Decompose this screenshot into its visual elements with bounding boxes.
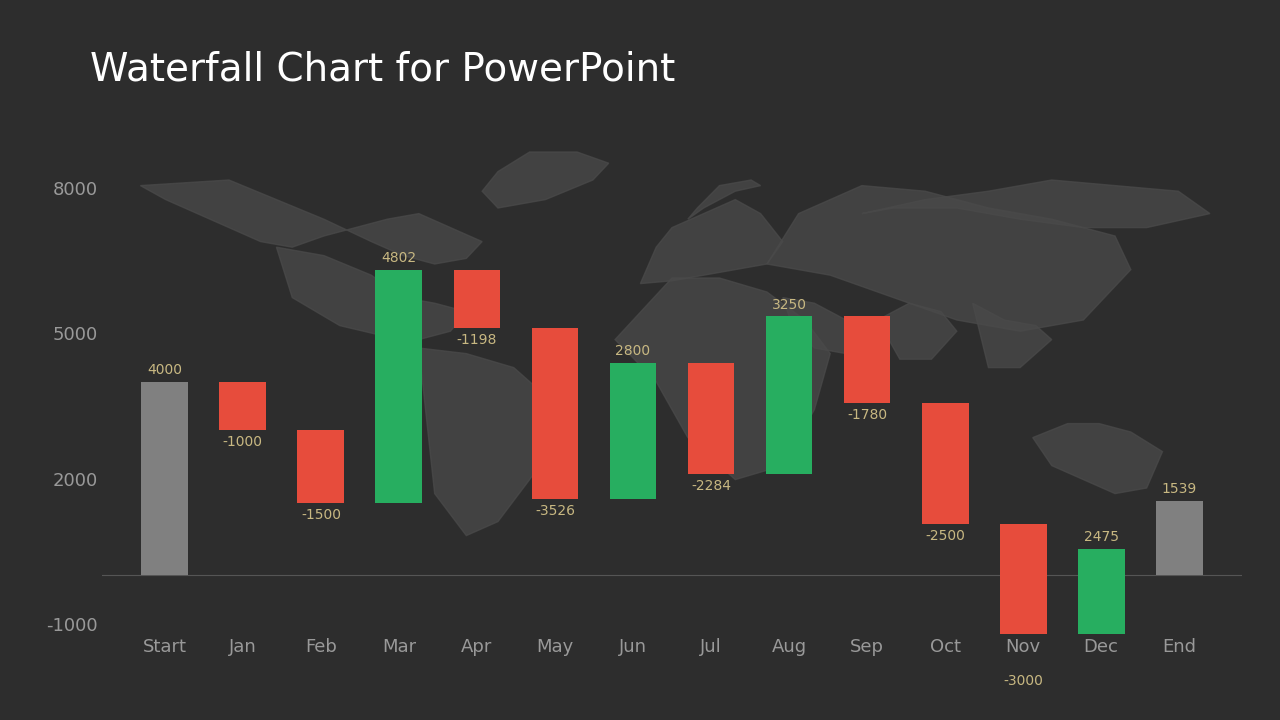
Text: -2284: -2284	[691, 479, 731, 492]
Bar	[531, 328, 579, 499]
Polygon shape	[276, 247, 466, 340]
Text: -1780: -1780	[847, 408, 887, 422]
Text: -2500: -2500	[925, 528, 965, 543]
Polygon shape	[767, 186, 1130, 331]
Text: -1500: -1500	[301, 508, 340, 521]
Bar	[922, 402, 969, 524]
Bar	[219, 382, 266, 430]
Text: -1198: -1198	[457, 333, 497, 347]
Polygon shape	[483, 152, 609, 208]
Polygon shape	[1033, 423, 1162, 494]
Text: -3526: -3526	[535, 504, 575, 518]
Bar	[609, 364, 657, 499]
Polygon shape	[878, 303, 956, 359]
Text: 1539: 1539	[1161, 482, 1197, 496]
Text: 4000: 4000	[147, 363, 182, 377]
Bar	[453, 270, 500, 328]
Text: 2475: 2475	[1084, 531, 1119, 544]
Text: Waterfall Chart for PowerPoint: Waterfall Chart for PowerPoint	[90, 50, 675, 89]
Polygon shape	[419, 348, 561, 536]
Text: 2800: 2800	[616, 344, 650, 359]
Polygon shape	[783, 297, 861, 354]
Bar	[297, 430, 344, 503]
Text: 3250: 3250	[772, 297, 806, 312]
Polygon shape	[640, 199, 783, 284]
Polygon shape	[861, 180, 1210, 228]
Bar	[141, 382, 188, 575]
Bar	[1156, 501, 1203, 575]
Bar	[687, 364, 735, 474]
Text: 4802: 4802	[381, 251, 416, 265]
Bar	[844, 317, 891, 402]
Polygon shape	[614, 278, 831, 480]
Bar	[1078, 549, 1125, 670]
Polygon shape	[973, 303, 1052, 368]
Polygon shape	[141, 180, 483, 264]
Bar	[1000, 524, 1047, 670]
Polygon shape	[687, 180, 760, 219]
Text: -1000: -1000	[223, 435, 262, 449]
Text: -3000: -3000	[1004, 674, 1043, 688]
Bar	[765, 317, 813, 474]
Bar	[375, 270, 422, 503]
